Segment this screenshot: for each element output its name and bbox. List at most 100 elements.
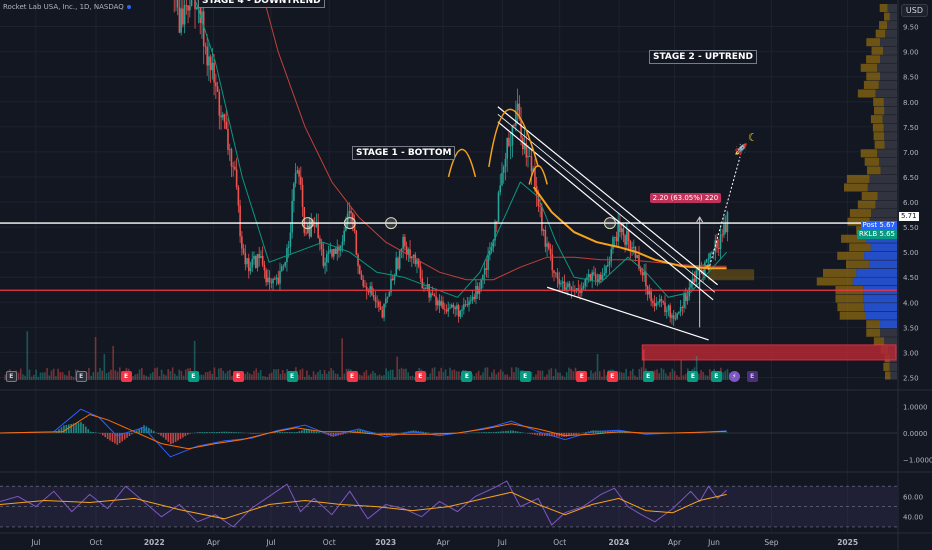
event-marker-15[interactable]: ⚡ <box>728 371 740 382</box>
macd-histogram-bar-233 <box>565 432 568 437</box>
volume-bar-316 <box>700 370 702 380</box>
volume-bar-98 <box>220 367 222 380</box>
candle-body-415 <box>719 234 722 249</box>
candle-body-176 <box>305 232 307 234</box>
rsi-line <box>0 480 727 528</box>
volume-bar-26 <box>61 372 64 380</box>
candle-body-329 <box>570 286 573 291</box>
macd-histogram-bar-51 <box>123 432 126 440</box>
candle-body-359 <box>622 228 625 236</box>
measure-label[interactable]: 2.20 (63.05%) 220 <box>649 193 722 204</box>
volume-bar-174 <box>387 371 390 380</box>
macd-histogram-bar-28 <box>67 424 70 433</box>
event-marker-10[interactable]: E <box>576 371 588 382</box>
macd-histogram-bar-69 <box>167 432 170 442</box>
y-tick-label-5: 5.00 <box>903 249 919 257</box>
macd-histogram-bar-147 <box>356 430 359 433</box>
candle-body-116 <box>201 11 203 23</box>
event-marker-11[interactable]: E <box>606 371 618 382</box>
candle-body-303 <box>525 143 528 158</box>
candle-body-163 <box>282 265 285 267</box>
candle-body-318 <box>551 254 554 271</box>
volume-bar-141 <box>314 374 317 380</box>
macd-histogram-bar-104 <box>252 432 255 434</box>
annotation-stage2[interactable]: STAGE 2 - UPTREND <box>649 50 757 64</box>
candle-body-239 <box>414 254 417 265</box>
candle-body-257 <box>445 310 448 312</box>
event-marker-13[interactable]: E <box>687 371 699 382</box>
volume-bar-72 <box>163 374 165 380</box>
volume-bar-218 <box>484 367 487 380</box>
candle-body-129 <box>223 114 226 122</box>
macd-histogram-bar-65 <box>157 432 160 435</box>
candle-body-236 <box>409 249 411 259</box>
volume-bar-63 <box>143 374 145 380</box>
candle-body-183 <box>317 223 319 239</box>
candle-body-298 <box>516 103 519 111</box>
volume-bar-70 <box>158 376 161 380</box>
candle-body-234 <box>405 246 408 255</box>
volume-bar-73 <box>165 375 167 380</box>
candle-body-396 <box>686 296 689 301</box>
x-tick-label-9: Oct <box>553 538 566 547</box>
macd-histogram-bar-201 <box>488 432 490 433</box>
volume-bar-49 <box>112 345 114 380</box>
event-marker-9[interactable]: E <box>519 371 531 382</box>
currency-button[interactable]: USD <box>900 4 928 17</box>
event-marker-12[interactable]: E <box>642 371 654 382</box>
candle-body-112 <box>194 0 196 9</box>
volume-bar-135 <box>301 368 304 380</box>
candle-body-319 <box>553 270 555 273</box>
profile-bar-sell-13 <box>845 260 869 269</box>
event-marker-4[interactable]: E <box>232 371 244 382</box>
candle-body-181 <box>313 225 316 227</box>
event-marker-7[interactable]: E <box>414 371 426 382</box>
ma-slow-line <box>263 0 727 281</box>
candle-body-327 <box>567 283 569 288</box>
event-marker-5[interactable]: E <box>286 371 298 382</box>
candle-body-205 <box>355 231 358 255</box>
profile-bar-sell-43 <box>879 4 888 13</box>
profile-bar-sell-35 <box>866 72 881 81</box>
candle-body-323 <box>560 283 562 285</box>
volume-bar-299 <box>662 369 665 380</box>
volume-bar-80 <box>180 370 183 380</box>
candle-body-149 <box>258 253 260 259</box>
volume-bar-88 <box>198 375 200 380</box>
profile-bar-sell-29 <box>872 123 884 132</box>
event-marker-2[interactable]: E <box>120 371 132 382</box>
event-marker-16[interactable]: E <box>746 371 758 382</box>
macd-y-tick-0: −1.0000 <box>903 456 932 464</box>
profile-bar-buy-33 <box>875 89 897 98</box>
event-marker-1[interactable]: E <box>75 371 87 382</box>
annotation-stage4[interactable]: STAGE 4 - DOWNTREND <box>198 0 325 8</box>
candle-body-258 <box>447 308 450 312</box>
candle-body-191 <box>331 249 333 257</box>
macd-histogram-bar-39 <box>94 432 97 433</box>
candle-body-201 <box>348 210 351 214</box>
candle-body-209 <box>362 279 365 287</box>
macd-histogram-bar-94 <box>228 431 230 433</box>
volume-bar-71 <box>160 369 163 380</box>
profile-bar-sell-39 <box>866 38 881 47</box>
volume-bar-6 <box>17 372 20 380</box>
annotation-stage1[interactable]: STAGE 1 - BOTTOM <box>352 146 456 160</box>
macd-histogram-bar-33 <box>80 422 82 433</box>
candle-body-172 <box>298 170 300 177</box>
rsi-y-tick-0: 40.00 <box>903 514 923 522</box>
event-marker-0[interactable]: E <box>5 371 17 382</box>
candle-body-388 <box>672 315 675 319</box>
event-marker-6[interactable]: E <box>346 371 358 382</box>
event-marker-3[interactable]: E <box>187 371 199 382</box>
volume-bar-15 <box>37 376 40 380</box>
volume-bar-251 <box>557 372 559 380</box>
volume-bar-101 <box>226 371 229 380</box>
volume-bar-137 <box>306 370 308 380</box>
touch-circle-3 <box>603 217 616 230</box>
volume-bar-213 <box>473 376 476 380</box>
candle-body-317 <box>549 248 552 255</box>
event-marker-8[interactable]: E <box>461 371 473 382</box>
macd-histogram-bar-124 <box>301 430 303 433</box>
event-marker-14[interactable]: E <box>710 371 722 382</box>
